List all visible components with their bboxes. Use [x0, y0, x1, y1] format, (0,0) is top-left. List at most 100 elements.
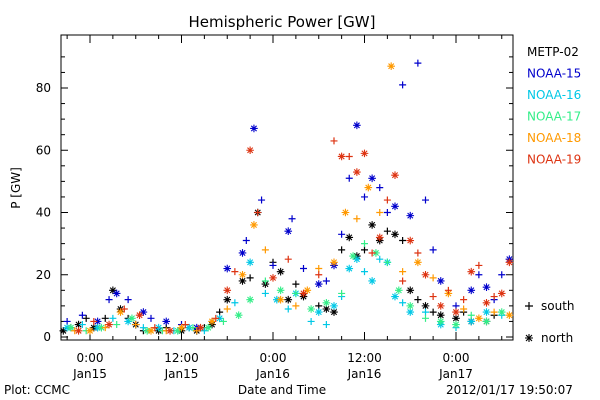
data-point-north [421, 302, 430, 310]
data-points [59, 59, 514, 335]
data-point-south [322, 321, 330, 329]
data-point-north [139, 308, 148, 316]
data-point-south [383, 196, 391, 204]
data-point-south [261, 289, 269, 297]
data-point-south [307, 317, 315, 325]
chart-title: Hemispheric Power [GW] [189, 13, 376, 31]
data-point-north [299, 289, 308, 298]
data-point-north [497, 308, 506, 316]
data-point-south [292, 280, 300, 288]
data-point-south [490, 308, 498, 316]
data-point-north [406, 302, 415, 310]
data-point-north [436, 277, 445, 285]
legend-entry-noaa-17: NOAA-17 [527, 110, 581, 124]
data-point-north [177, 323, 186, 332]
data-point-south [284, 255, 292, 263]
legend-entry-noaa-19: NOAA-19 [527, 153, 581, 167]
data-point-north [112, 289, 121, 298]
y-tick-label: 40 [36, 206, 51, 220]
data-point-north [345, 264, 354, 273]
data-point-south [338, 246, 346, 254]
data-point-south [78, 311, 86, 319]
data-point-south [383, 227, 391, 235]
data-point-south [139, 324, 147, 332]
data-point-north [391, 171, 399, 179]
data-point-north [223, 295, 232, 304]
x-tick-date: Jan15 [72, 367, 107, 381]
data-point-south [101, 314, 109, 322]
data-point-north [147, 326, 155, 335]
data-point-north [314, 280, 323, 288]
data-point-north [475, 314, 483, 323]
data-point-north [436, 317, 445, 326]
data-point-south [223, 305, 231, 313]
data-point-south [292, 289, 300, 297]
data-point-south [383, 209, 391, 216]
legend-entry-noaa-18: NOAA-18 [527, 131, 581, 145]
data-point-north [97, 323, 106, 332]
data-point-south [105, 296, 113, 304]
data-point-south [376, 184, 384, 192]
data-point-south [414, 59, 422, 67]
data-point-north [238, 270, 247, 279]
data-point-south [315, 302, 323, 310]
data-point-north [238, 277, 247, 285]
data-point-south [467, 311, 475, 319]
marker-legend-label: north [541, 331, 573, 345]
data-point-north [467, 317, 476, 326]
data-point-north [74, 320, 83, 329]
data-point-north [337, 152, 346, 161]
data-point-south [284, 305, 292, 313]
data-point-south [444, 286, 452, 294]
data-point-north [276, 267, 285, 276]
data-point-north [276, 295, 285, 304]
data-point-south [353, 215, 361, 223]
data-point-north [322, 305, 331, 313]
x-tick-time: 0:00 [443, 351, 470, 365]
data-point-south [101, 324, 109, 332]
data-point-south [361, 240, 368, 248]
data-point-north [505, 311, 514, 320]
data-point-south [90, 317, 98, 325]
data-point-south [78, 321, 86, 329]
x-tick-time: 12:00 [347, 351, 382, 365]
footer-timestamp: 2012/01/17 19:50:07 [446, 383, 573, 397]
data-point-north [250, 221, 258, 229]
data-point-north [173, 326, 182, 335]
data-point-north [162, 317, 171, 326]
x-axis: 0:00 Jan15 12:00 Jan15 0:00 Jan16 12:00 Jan16 0:… [66, 35, 503, 381]
x-tick-time: 0:00 [77, 351, 104, 365]
data-point-north [105, 320, 113, 329]
data-point-north [497, 289, 506, 298]
y-tick-label: 60 [36, 143, 51, 157]
data-point-south [460, 296, 468, 304]
data-point-south [399, 299, 407, 307]
data-point-north [452, 308, 460, 316]
data-point-north [482, 308, 491, 316]
data-point-north [353, 168, 361, 176]
data-point-south [315, 271, 323, 279]
data-point-north [387, 62, 395, 71]
data-point-north [406, 286, 415, 295]
data-point-south [246, 274, 254, 282]
data-point-south [429, 246, 437, 254]
data-point-south [414, 249, 422, 257]
data-point-north [467, 286, 476, 295]
data-point-south [414, 296, 422, 304]
data-point-north [330, 308, 338, 316]
data-point-south [422, 308, 429, 316]
data-point-north [284, 227, 293, 235]
data-point-south [422, 314, 429, 322]
data-point-north [322, 298, 331, 307]
series-noaa-18 [71, 62, 514, 335]
data-point-north [406, 211, 415, 220]
data-point-north [368, 221, 376, 229]
marker-legend-label: south [541, 299, 575, 313]
data-point-north [395, 286, 403, 295]
data-point-south [338, 289, 346, 297]
data-point-south [361, 193, 368, 201]
data-point-south [399, 268, 407, 276]
data-point-north [208, 317, 216, 326]
data-point-south [315, 265, 323, 273]
